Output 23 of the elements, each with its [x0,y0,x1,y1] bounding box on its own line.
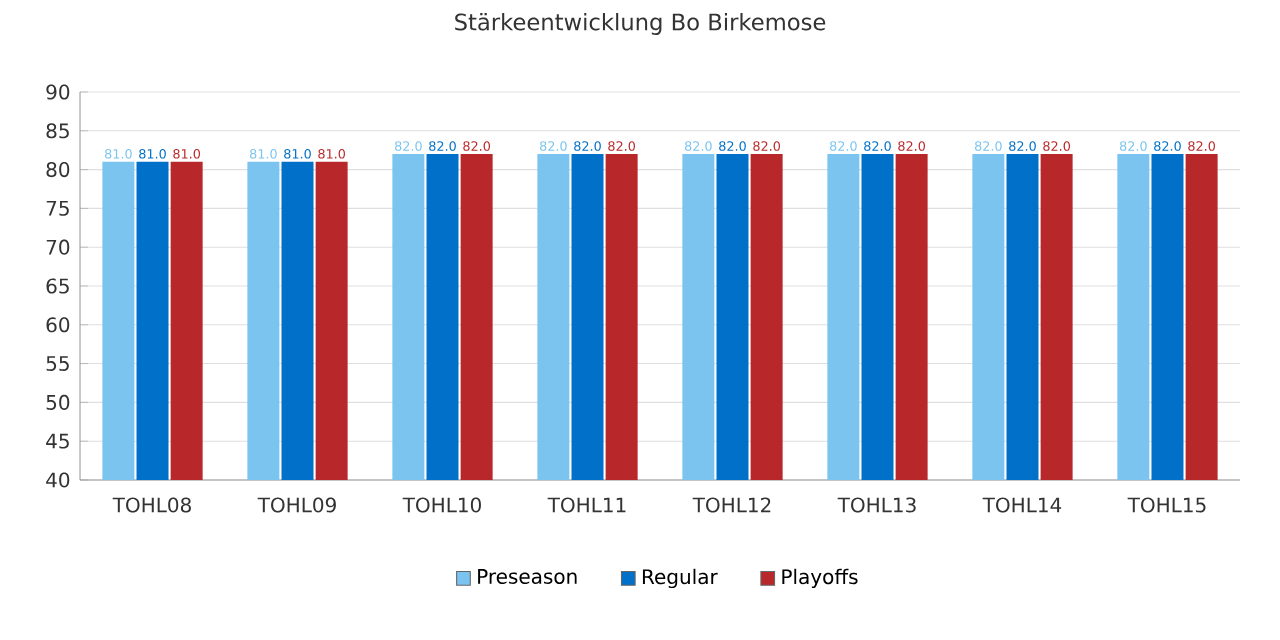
x-tick-label: TOHL10 [402,497,481,513]
y-tick-label: 40 [46,472,70,488]
x-tick-label: TOHL15 [1127,497,1206,513]
y-tick-label: 85 [46,123,69,139]
y-tick-label: 75 [46,200,69,216]
y-tick-label: 50 [46,394,70,410]
x-tick-label: TOHL11 [547,497,626,513]
legend-label: Playoffs [782,568,858,589]
y-tick-label: 55 [46,356,69,372]
x-tick-label: TOHL12 [692,497,771,513]
y-tick-label: 80 [46,162,70,178]
y-tick-label: 90 [46,84,70,100]
x-tick-label: TOHL09 [257,497,336,513]
legend-label: Regular [642,568,718,589]
legend-label: Preseason [478,569,577,584]
chart-title: Stärkeentwicklung Bo Birkemose [455,13,826,35]
x-tick-label: TOHL13 [837,497,916,513]
x-tick-label: TOHL08 [112,497,191,513]
y-tick-label: 70 [46,239,70,255]
y-tick-label: 60 [46,317,70,333]
y-tick-label: 65 [46,278,69,294]
x-tick-label: TOHL14 [982,497,1062,513]
y-tick-label: 45 [46,433,69,449]
